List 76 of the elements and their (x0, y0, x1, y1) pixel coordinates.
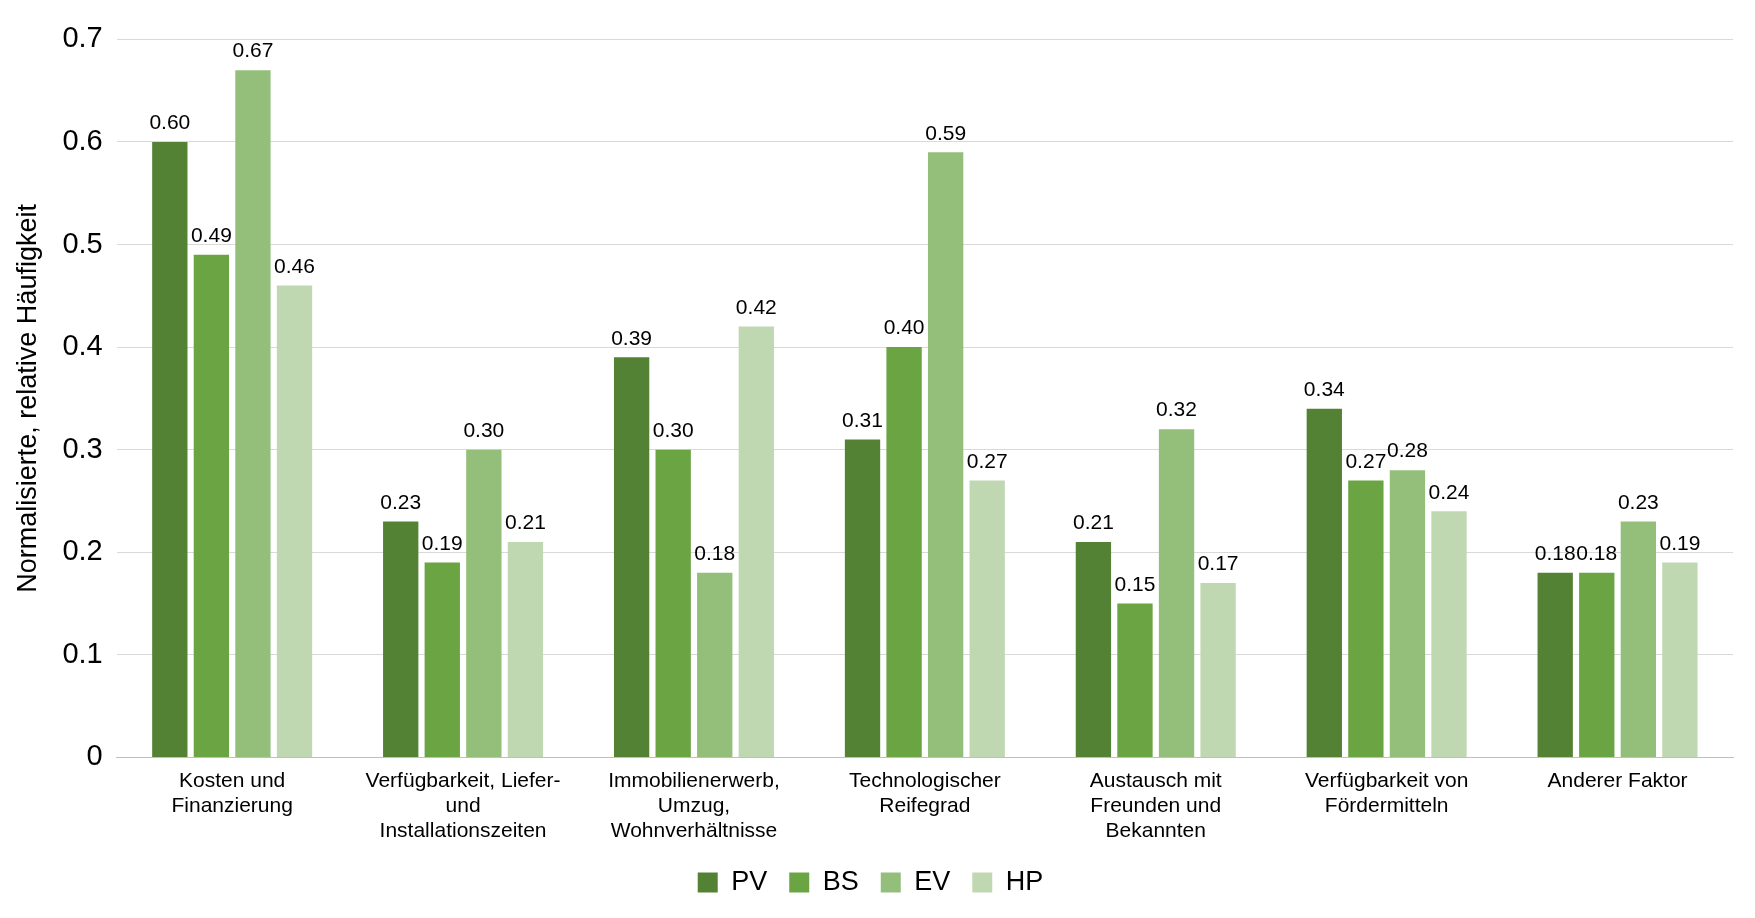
y-tick-label: 0.5 (62, 226, 103, 259)
data-label: 0.17 (1197, 551, 1239, 575)
bar (466, 449, 502, 757)
bar (1306, 408, 1342, 757)
bar (655, 449, 691, 757)
x-tick-label: Austausch mit Freunden und Bekannten (1089, 767, 1222, 842)
data-label: 0.15 (1114, 571, 1156, 595)
data-label: 0.67 (232, 38, 274, 62)
bar (969, 480, 1005, 757)
data-label: 0.23 (1617, 489, 1659, 513)
y-tick-label: 0.4 (62, 329, 103, 362)
data-label: 0.49 (190, 223, 232, 247)
bar (1200, 583, 1236, 757)
bar (507, 542, 544, 757)
bar (1117, 603, 1153, 757)
bar (383, 521, 419, 757)
legend-label: BS (822, 865, 859, 896)
y-tick-label: 0.7 (62, 21, 103, 54)
y-tick-label: 0.6 (62, 123, 103, 156)
data-label: 0.19 (1659, 530, 1701, 554)
data-label: 0.40 (883, 315, 925, 339)
bar (1348, 480, 1384, 757)
y-tick-label: 0 (86, 739, 103, 772)
bar (152, 141, 188, 757)
bar (613, 357, 650, 757)
legend-label: HP (1005, 865, 1044, 896)
data-label: 0.59 (925, 120, 967, 144)
data-label: 0.30 (463, 417, 505, 441)
y-tick-label: 0.1 (62, 636, 103, 669)
data-label: 0.27 (1345, 448, 1387, 472)
bar (1662, 562, 1698, 757)
data-label: 0.18 (1576, 541, 1618, 565)
bar (1620, 521, 1656, 757)
bar (1579, 572, 1615, 757)
y-tick-label: 0.2 (62, 534, 103, 567)
data-label: 0.31 (842, 407, 883, 431)
data-label: 0.18 (1534, 541, 1576, 565)
bar (697, 572, 733, 757)
x-tick-label: Verfügbarkeit, Liefer- und Installationszeiten (365, 767, 561, 842)
bar (1389, 470, 1426, 757)
data-label: 0.21 (1072, 510, 1114, 534)
bar (738, 326, 774, 757)
data-label: 0.34 (1303, 376, 1346, 400)
bar (1431, 511, 1467, 757)
bar (927, 152, 964, 757)
data-label: 0.28 (1387, 438, 1428, 462)
x-tick-label: Immobilienerwerb, Umzug, Wohnverhältnisse (608, 767, 780, 842)
data-label: 0.32 (1156, 397, 1197, 421)
bar (1537, 572, 1573, 757)
data-label: 0.27 (966, 448, 1008, 472)
data-label: 0.30 (652, 417, 694, 441)
y-axis-title: Normalisierte, relative Häufigkeit (11, 203, 42, 593)
bar (886, 347, 922, 757)
bar (844, 439, 881, 757)
bar (424, 562, 460, 757)
bar (193, 254, 230, 757)
bar (235, 70, 271, 757)
data-label: 0.39 (611, 325, 653, 349)
data-label: 0.46 (274, 253, 315, 277)
data-label: 0.19 (421, 530, 463, 554)
data-label: 0.23 (380, 489, 422, 513)
data-label: 0.24 (1428, 479, 1470, 503)
bar (276, 285, 313, 757)
data-label: 0.42 (735, 294, 777, 318)
data-label: 0.21 (504, 510, 546, 534)
bar (1158, 429, 1195, 757)
x-tick-label: Verfügbarkeit von Fördermitteln (1304, 767, 1469, 816)
x-tick-label: Anderer Faktor (1547, 767, 1688, 791)
x-tick-label: Technologischer Reifegrad (848, 767, 1001, 816)
legend-label: PV (731, 865, 768, 896)
legend-label: EV (914, 865, 951, 896)
y-tick-label: 0.3 (62, 431, 103, 464)
data-label: 0.18 (694, 541, 736, 565)
bar (1075, 542, 1112, 757)
x-tick-label: Kosten und Finanzierung (171, 767, 293, 816)
data-label: 0.60 (149, 110, 191, 134)
